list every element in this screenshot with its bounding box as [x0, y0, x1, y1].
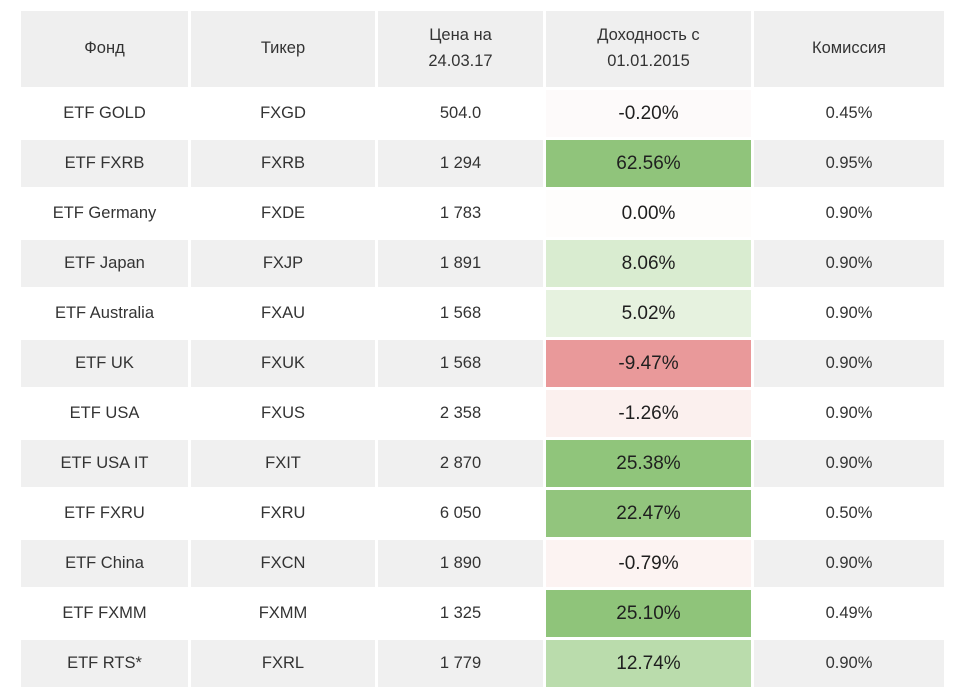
- column-header-return: Доходность с 01.01.2015: [546, 11, 751, 87]
- price-cell: 1 325: [378, 590, 543, 637]
- return-cell: 8.06%: [546, 240, 751, 287]
- return-cell: 5.02%: [546, 290, 751, 337]
- ticker-cell: FXUS: [191, 390, 375, 437]
- fund-cell: ETF GOLD: [21, 90, 188, 137]
- column-header-fund: Фонд: [21, 11, 188, 87]
- price-cell: 504.0: [378, 90, 543, 137]
- fund-cell: ETF Australia: [21, 290, 188, 337]
- table-row: ETF Australia FXAU 1 568 5.02% 0.90%: [21, 290, 944, 337]
- ticker-cell: FXDE: [191, 190, 375, 237]
- fee-cell: 0.50%: [754, 490, 944, 537]
- ticker-cell: FXRL: [191, 640, 375, 687]
- return-cell: 25.10%: [546, 590, 751, 637]
- ticker-cell: FXMM: [191, 590, 375, 637]
- fee-cell: 0.90%: [754, 390, 944, 437]
- column-header-price: Цена на 24.03.17: [378, 11, 543, 87]
- return-cell: 0.00%: [546, 190, 751, 237]
- ticker-cell: FXRB: [191, 140, 375, 187]
- ticker-cell: FXUK: [191, 340, 375, 387]
- price-cell: 1 568: [378, 290, 543, 337]
- fund-cell: ETF Germany: [21, 190, 188, 237]
- fund-cell: ETF FXRB: [21, 140, 188, 187]
- table-row: ETF FXRB FXRB 1 294 62.56% 0.95%: [21, 140, 944, 187]
- table-row: ETF Japan FXJP 1 891 8.06% 0.90%: [21, 240, 944, 287]
- price-cell: 1 783: [378, 190, 543, 237]
- fund-cell: ETF UK: [21, 340, 188, 387]
- header-label-line1: Цена на: [429, 26, 492, 45]
- return-cell: 62.56%: [546, 140, 751, 187]
- return-cell: -0.79%: [546, 540, 751, 587]
- price-cell: 2 870: [378, 440, 543, 487]
- return-cell: 22.47%: [546, 490, 751, 537]
- fee-cell: 0.90%: [754, 640, 944, 687]
- table-row: ETF FXMM FXMM 1 325 25.10% 0.49%: [21, 590, 944, 637]
- fee-cell: 0.90%: [754, 190, 944, 237]
- fund-cell: ETF USA IT: [21, 440, 188, 487]
- fund-cell: ETF China: [21, 540, 188, 587]
- fee-cell: 0.45%: [754, 90, 944, 137]
- price-cell: 6 050: [378, 490, 543, 537]
- fee-cell: 0.90%: [754, 240, 944, 287]
- header-label: Комиссия: [811, 39, 886, 58]
- ticker-cell: FXJP: [191, 240, 375, 287]
- column-header-ticker: Тикер: [191, 11, 375, 87]
- return-cell: 25.38%: [546, 440, 751, 487]
- return-cell: -9.47%: [546, 340, 751, 387]
- price-cell: 2 358: [378, 390, 543, 437]
- header-label: Фонд: [84, 39, 125, 58]
- fee-cell: 0.95%: [754, 140, 944, 187]
- header-row: Фонд Тикер Цена на 24.03.17 Доходность с…: [21, 11, 944, 87]
- etf-table-container: Фонд Тикер Цена на 24.03.17 Доходность с…: [18, 8, 947, 690]
- ticker-cell: FXCN: [191, 540, 375, 587]
- table-body: ETF GOLD FXGD 504.0 -0.20% 0.45% ETF FXR…: [21, 90, 944, 687]
- column-header-fee: Комиссия: [754, 11, 944, 87]
- fee-cell: 0.90%: [754, 340, 944, 387]
- fee-cell: 0.90%: [754, 290, 944, 337]
- fund-cell: ETF Japan: [21, 240, 188, 287]
- fund-cell: ETF FXRU: [21, 490, 188, 537]
- fund-cell: ETF RTS*: [21, 640, 188, 687]
- table-header: Фонд Тикер Цена на 24.03.17 Доходность с…: [21, 11, 944, 87]
- table-row: ETF USA IT FXIT 2 870 25.38% 0.90%: [21, 440, 944, 487]
- return-cell: 12.74%: [546, 640, 751, 687]
- etf-table: Фонд Тикер Цена на 24.03.17 Доходность с…: [18, 8, 947, 690]
- table-row: ETF USA FXUS 2 358 -1.26% 0.90%: [21, 390, 944, 437]
- ticker-cell: FXRU: [191, 490, 375, 537]
- table-row: ETF FXRU FXRU 6 050 22.47% 0.50%: [21, 490, 944, 537]
- return-cell: -0.20%: [546, 90, 751, 137]
- header-label-line2: 24.03.17: [428, 52, 493, 70]
- price-cell: 1 779: [378, 640, 543, 687]
- table-row: ETF Germany FXDE 1 783 0.00% 0.90%: [21, 190, 944, 237]
- header-label-line1: Доходность с: [597, 26, 700, 45]
- price-cell: 1 294: [378, 140, 543, 187]
- fee-cell: 0.90%: [754, 540, 944, 587]
- header-label: Тикер: [260, 39, 306, 58]
- ticker-cell: FXIT: [191, 440, 375, 487]
- price-cell: 1 568: [378, 340, 543, 387]
- price-cell: 1 891: [378, 240, 543, 287]
- ticker-cell: FXGD: [191, 90, 375, 137]
- table-row: ETF RTS* FXRL 1 779 12.74% 0.90%: [21, 640, 944, 687]
- fund-cell: ETF USA: [21, 390, 188, 437]
- fee-cell: 0.90%: [754, 440, 944, 487]
- table-row: ETF GOLD FXGD 504.0 -0.20% 0.45%: [21, 90, 944, 137]
- fund-cell: ETF FXMM: [21, 590, 188, 637]
- ticker-cell: FXAU: [191, 290, 375, 337]
- fee-cell: 0.49%: [754, 590, 944, 637]
- price-cell: 1 890: [378, 540, 543, 587]
- table-row: ETF China FXCN 1 890 -0.79% 0.90%: [21, 540, 944, 587]
- return-cell: -1.26%: [546, 390, 751, 437]
- header-label-line2: 01.01.2015: [607, 52, 690, 70]
- table-row: ETF UK FXUK 1 568 -9.47% 0.90%: [21, 340, 944, 387]
